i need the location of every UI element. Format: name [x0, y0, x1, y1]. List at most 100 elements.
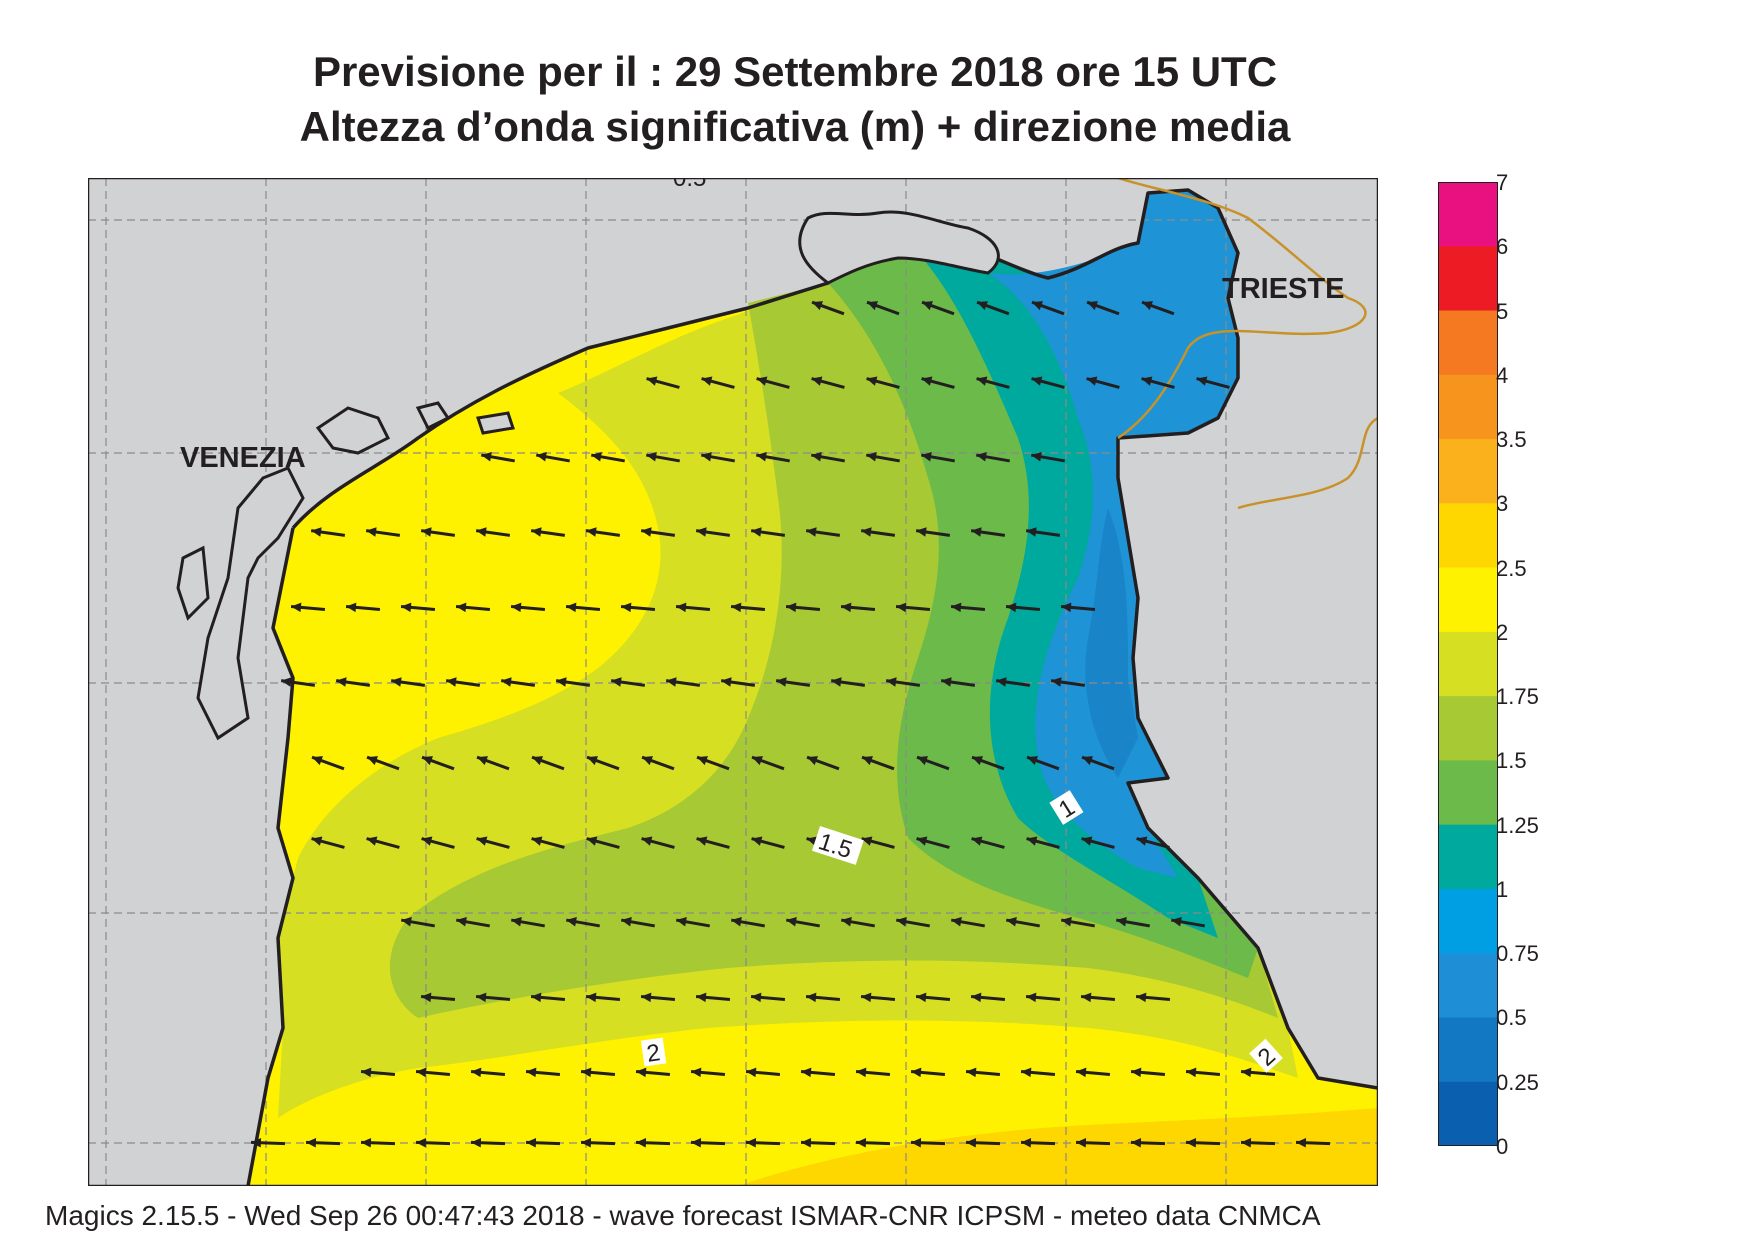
- wave-arrow-head: [811, 376, 823, 386]
- wave-arrow-head: [751, 836, 763, 846]
- wave-arrow-head: [366, 527, 377, 537]
- wave-arrow-head: [401, 917, 412, 927]
- wave-arrow-head: [996, 677, 1007, 687]
- legend-label: 5: [1496, 298, 1509, 324]
- wave-arrow-head: [917, 756, 928, 766]
- wave-arrow-head: [866, 376, 878, 386]
- wave-arrow-head: [312, 756, 323, 766]
- wave-arrow-head: [311, 527, 322, 537]
- contour-labels: 0.5 1 1.5 2 2: [640, 178, 1283, 1073]
- wave-arrow-head: [911, 1137, 922, 1148]
- wave-arrow-head: [1171, 917, 1182, 927]
- contour-label-2-south: 2: [645, 1039, 662, 1068]
- wave-arrow-head: [361, 1067, 372, 1078]
- wave-arrow-head: [446, 677, 457, 687]
- wave-arrow-head: [896, 602, 907, 613]
- wave-arrow-head: [691, 1137, 702, 1148]
- wave-arrow-head: [856, 1137, 867, 1148]
- wave-arrow-head: [586, 836, 598, 846]
- legend-label: 3.5: [1496, 427, 1527, 453]
- wave-arrow-head: [526, 1067, 537, 1078]
- wave-arrow-head: [536, 452, 547, 462]
- wave-arrow-head: [526, 1137, 537, 1148]
- wave-arrow-head: [1142, 301, 1153, 311]
- legend-swatch: [1438, 696, 1498, 761]
- wave-arrow-head: [966, 1137, 977, 1148]
- wave-arrow-head: [971, 836, 983, 846]
- city-label-venezia: VENEZIA: [180, 442, 306, 474]
- wave-arrow-head: [752, 756, 763, 766]
- wave-arrow-head: [416, 1067, 427, 1078]
- wave-arrow-head: [346, 602, 357, 613]
- wave-arrow-head: [1196, 376, 1208, 386]
- wave-arrow-head: [311, 836, 323, 846]
- wave-arrow-head: [291, 602, 302, 613]
- wave-arrow-head: [861, 992, 872, 1003]
- wave-arrow-head: [1076, 1137, 1087, 1148]
- wave-arrow-head: [1136, 992, 1147, 1003]
- color-scale-legend: [1438, 182, 1498, 1146]
- wave-arrow-head: [861, 527, 872, 537]
- wave-arrow-head: [1026, 527, 1037, 537]
- legend-swatch: [1438, 953, 1498, 1018]
- wave-arrow-head: [806, 992, 817, 1003]
- footer-credits: Magics 2.15.5 - Wed Sep 26 00:47:43 2018…: [45, 1200, 1321, 1231]
- wave-arrow-head: [481, 452, 492, 462]
- wave-arrow-head: [916, 836, 928, 846]
- wave-arrow-head: [1141, 376, 1153, 386]
- legend-label: 7: [1496, 170, 1509, 195]
- wave-arrow-head: [611, 677, 622, 687]
- wave-arrow-head: [1086, 376, 1098, 386]
- wave-arrow-head: [916, 527, 927, 537]
- wave-arrow-head: [641, 527, 652, 537]
- wave-direction-arrows: [250, 300, 1331, 1148]
- wave-height-map: 0.5 1 1.5 2 2: [88, 178, 1378, 1186]
- wave-arrow-head: [696, 992, 707, 1003]
- wave-arrow-head: [471, 1137, 482, 1148]
- legend-swatch: [1438, 246, 1498, 312]
- wave-arrow-head: [786, 917, 797, 927]
- legend-label: 2.5: [1496, 555, 1527, 581]
- coastline-west: [246, 527, 295, 1186]
- wave-arrow-head: [916, 992, 927, 1003]
- wave-arrow-head: [1087, 301, 1098, 311]
- wave-arrow-head: [971, 992, 982, 1003]
- wave-arrow-head: [1021, 1137, 1032, 1148]
- wave-arrow-head: [1186, 1137, 1197, 1148]
- wave-arrow-head: [697, 756, 708, 766]
- wave-arrow-head: [621, 602, 632, 613]
- wave-arrow-head: [1186, 1067, 1197, 1078]
- wave-arrow-head: [422, 756, 433, 766]
- wave-arrow-head: [977, 301, 988, 311]
- wave-arrow-head: [391, 677, 402, 687]
- wave-arrow-head: [696, 527, 707, 537]
- wave-arrow-head: [801, 1137, 812, 1148]
- wave-arrow-head: [566, 602, 577, 613]
- wave-arrow-head: [456, 602, 467, 613]
- map-border: [88, 178, 1378, 1186]
- wave-arrow-head: [971, 527, 982, 537]
- wave-arrow-head: [746, 1137, 757, 1148]
- wave-arrow-head: [972, 756, 983, 766]
- legend-label: 4: [1496, 362, 1509, 388]
- wave-arrow-head: [476, 836, 488, 846]
- wave-arrow-head: [251, 1137, 262, 1148]
- wave-arrow-head: [751, 992, 762, 1003]
- wave-arrow-head: [636, 1067, 647, 1078]
- wave-arrow-head: [646, 376, 658, 386]
- wave-arrow-head: [1136, 836, 1148, 846]
- wave-arrow-head: [746, 1067, 757, 1078]
- wave-arrow-head: [416, 1137, 427, 1148]
- legend-swatch: [1438, 182, 1498, 247]
- wave-arrow-head: [1076, 1067, 1087, 1078]
- wave-arrow-head: [756, 376, 768, 386]
- wave-arrow-head: [1061, 917, 1072, 927]
- wave-arrow-head: [511, 602, 522, 613]
- wave-arrow-head: [786, 602, 797, 613]
- wave-arrow-head: [306, 1137, 317, 1148]
- legend-label: 0.75: [1496, 941, 1539, 967]
- wave-arrow-head: [831, 677, 842, 687]
- wave-arrow-head: [841, 917, 852, 927]
- wave-arrow-head: [476, 992, 487, 1003]
- legend-label: 0: [1496, 1134, 1509, 1159]
